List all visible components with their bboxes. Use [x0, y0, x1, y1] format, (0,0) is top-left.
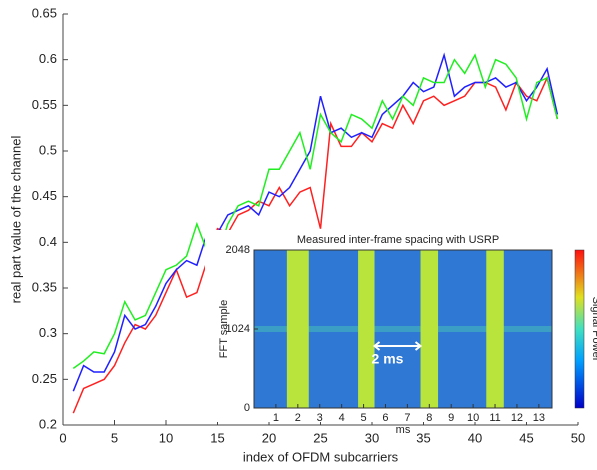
x-tick-label: 13 [533, 412, 545, 424]
x-tick-label: 40 [468, 430, 482, 445]
center-stripe [254, 326, 552, 332]
x-tick-label: 5 [360, 412, 366, 424]
x-tick-label: 0 [59, 430, 66, 445]
x-tick-label: 6 [382, 412, 388, 424]
burst [420, 250, 439, 408]
x-tick-label: 2 [295, 412, 301, 424]
x-tick-label: 5 [111, 430, 118, 445]
x-tick-label: 9 [448, 412, 454, 424]
x-tick-label: 7 [404, 412, 410, 424]
x-tick-label: 11 [489, 412, 500, 424]
y-tick-label: 0.4 [39, 234, 57, 249]
x-tick-label: 10 [467, 412, 479, 424]
y-tick-label: 0.5 [39, 142, 57, 157]
x-tick-label: 25 [313, 430, 327, 445]
annotation-arrow [372, 341, 423, 351]
y-tick-label: 0.45 [32, 188, 57, 203]
data-line [72, 52, 559, 392]
y-tick-label: 0.65 [32, 5, 57, 20]
inset-x-label: ms [396, 424, 411, 436]
y-tick-label: 1024 [226, 323, 250, 335]
x-axis-label: index of OFDM subcarriers [243, 449, 399, 464]
x-tick-label: 50 [571, 430, 585, 445]
inset-title: Measured inter-frame spacing with USRP [297, 234, 499, 246]
y-axis-label: real part value of the channel [8, 136, 23, 304]
x-tick-label: 20 [262, 430, 276, 445]
burst [358, 250, 375, 408]
y-tick-label: 0.25 [32, 371, 57, 386]
x-tick-label: 4 [339, 412, 345, 424]
burst [286, 250, 309, 408]
x-tick-label: 45 [519, 430, 533, 445]
x-tick-label: 10 [159, 430, 173, 445]
burst [486, 250, 504, 408]
x-tick-label: 1 [273, 412, 279, 424]
annotation-label: 2 ms [372, 351, 404, 367]
main-chart: 0.20.250.30.350.40.450.50.550.60.650 5 10 1… [8, 5, 585, 464]
y-tick-label: 0.35 [32, 279, 57, 294]
y-tick-label: 0.3 [39, 325, 57, 340]
x-tick-label: 3 [317, 412, 323, 424]
y-tick-label: 2048 [226, 244, 250, 256]
y-tick-label: 0 [244, 402, 250, 414]
inset-y-label: FFT sample [218, 300, 230, 358]
data-line [72, 53, 559, 369]
colorbar [574, 249, 585, 409]
y-tick-label: 0.6 [39, 51, 57, 66]
colorbar-label: Signal Power [590, 297, 597, 362]
x-tick-label: 8 [426, 412, 432, 424]
x-tick-label: 30 [365, 430, 379, 445]
x-tick-label: 15 [210, 430, 224, 445]
y-tick-label: 0.55 [32, 97, 57, 112]
x-tick-label: 35 [416, 430, 430, 445]
y-tick-label: 0.2 [39, 416, 57, 431]
x-tick-label: 12 [511, 412, 523, 424]
